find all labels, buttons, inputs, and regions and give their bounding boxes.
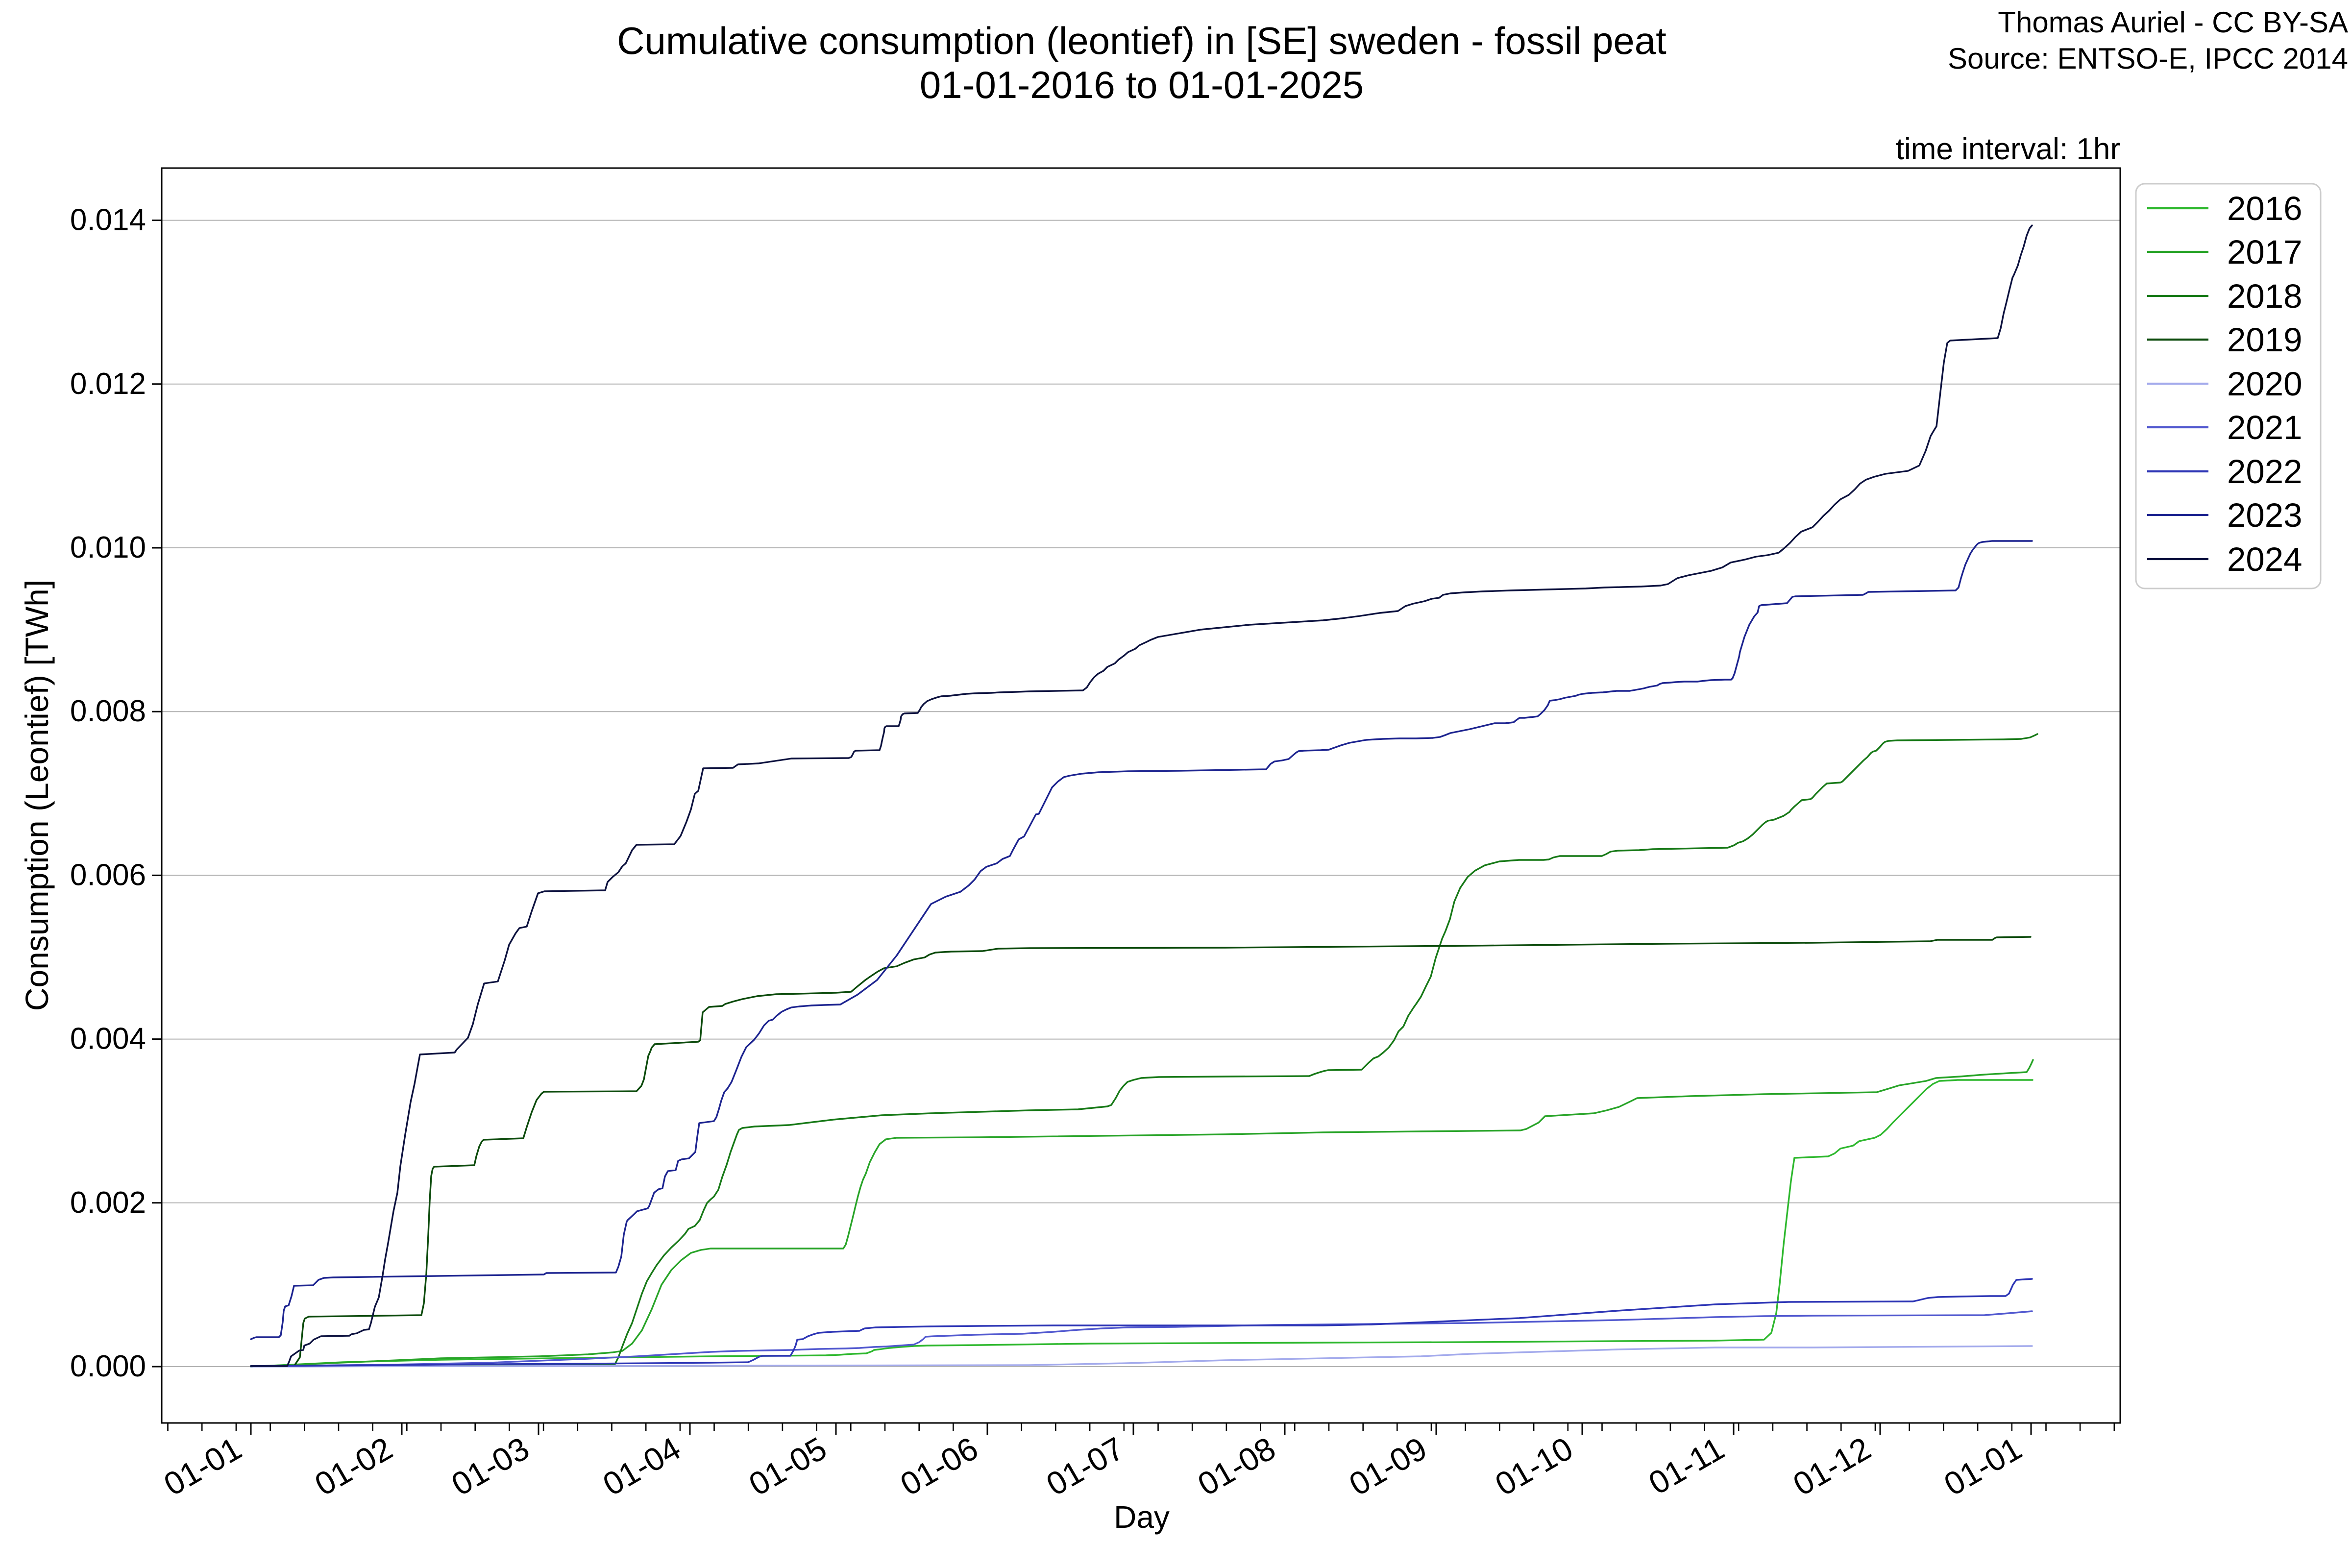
svg-text:01-01-2016 to 01-01-2025: 01-01-2016 to 01-01-2025 bbox=[920, 63, 1364, 106]
svg-text:0.006: 0.006 bbox=[70, 858, 146, 892]
svg-text:0.014: 0.014 bbox=[70, 203, 146, 237]
svg-text:2019: 2019 bbox=[2227, 321, 2303, 359]
svg-text:2023: 2023 bbox=[2227, 496, 2303, 534]
svg-text:0.008: 0.008 bbox=[70, 694, 146, 728]
svg-text:2022: 2022 bbox=[2227, 453, 2303, 490]
svg-text:time interval: 1hr: time interval: 1hr bbox=[1896, 132, 2120, 166]
svg-text:2017: 2017 bbox=[2227, 233, 2303, 271]
svg-text:0.010: 0.010 bbox=[70, 531, 146, 564]
svg-text:2021: 2021 bbox=[2227, 409, 2303, 446]
svg-text:0.004: 0.004 bbox=[70, 1022, 146, 1056]
svg-text:2024: 2024 bbox=[2227, 540, 2303, 578]
svg-text:Consumption (Leontief) [TWh]: Consumption (Leontief) [TWh] bbox=[19, 580, 55, 1011]
svg-text:2016: 2016 bbox=[2227, 190, 2303, 227]
svg-text:Source: ENTSO-E, IPCC 2014: Source: ENTSO-E, IPCC 2014 bbox=[1948, 42, 2348, 75]
svg-text:Thomas Auriel - CC BY-SA: Thomas Auriel - CC BY-SA bbox=[1998, 6, 2348, 39]
svg-text:2020: 2020 bbox=[2227, 365, 2303, 403]
svg-text:0.000: 0.000 bbox=[70, 1349, 146, 1383]
svg-text:0.012: 0.012 bbox=[70, 367, 146, 401]
svg-text:0.002: 0.002 bbox=[70, 1186, 146, 1220]
svg-text:Day: Day bbox=[1114, 1499, 1170, 1535]
svg-text:2018: 2018 bbox=[2227, 277, 2303, 315]
svg-text:Cumulative consumption (leonti: Cumulative consumption (leontief) in [SE… bbox=[617, 19, 1666, 62]
